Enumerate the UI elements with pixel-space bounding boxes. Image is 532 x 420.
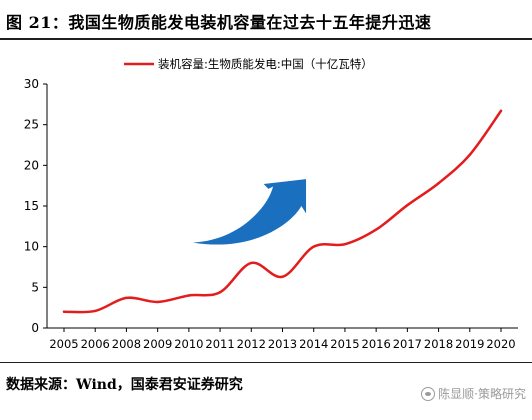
x-tick-label: 2020 bbox=[486, 337, 515, 351]
x-tick-label: 2013 bbox=[268, 337, 297, 351]
x-tick-label: 2019 bbox=[455, 337, 484, 351]
source-note: 数据来源：Wind，国泰君安证券研究 bbox=[6, 377, 243, 393]
x-tick-label: 2011 bbox=[205, 337, 234, 351]
y-tick-label: 5 bbox=[31, 280, 39, 294]
data-point bbox=[406, 203, 409, 207]
y-tick-label: 20 bbox=[24, 158, 39, 172]
data-point bbox=[125, 296, 128, 300]
data-point bbox=[343, 243, 347, 246]
footer-divider bbox=[0, 362, 532, 363]
y-axis: 0 5 10 15 20 25 30 bbox=[24, 77, 48, 335]
y-tick-label: 15 bbox=[24, 199, 39, 213]
figure-title: 图 21：我国生物质能发电装机容量在过去十五年提升迅速 bbox=[6, 13, 432, 32]
data-point bbox=[62, 310, 66, 313]
trend-arrow-icon bbox=[193, 179, 307, 245]
x-tick-label: 2016 bbox=[362, 337, 391, 351]
series-group bbox=[62, 109, 503, 314]
x-tick-label: 2008 bbox=[112, 337, 141, 351]
data-point bbox=[374, 228, 378, 231]
watermark: 陈显顺·策略研究 bbox=[421, 385, 526, 402]
y-tick-label: 10 bbox=[24, 240, 39, 254]
data-point bbox=[499, 109, 503, 113]
data-point bbox=[94, 309, 97, 313]
y-tick-label: 25 bbox=[24, 118, 39, 132]
legend-label: 装机容量:生物质能发电:中国（十亿瓦特） bbox=[158, 57, 373, 71]
watermark-text: 陈显顺·策略研究 bbox=[438, 387, 526, 401]
data-point bbox=[437, 182, 440, 185]
data-point bbox=[156, 300, 159, 304]
title-divider bbox=[0, 38, 532, 40]
x-tick-label: 2005 bbox=[49, 337, 78, 351]
y-tick-label: 0 bbox=[31, 321, 39, 335]
x-tick-label: 2009 bbox=[143, 337, 172, 351]
data-point bbox=[468, 153, 471, 156]
x-tick-label: 2015 bbox=[330, 337, 359, 351]
data-point bbox=[187, 294, 191, 297]
data-point bbox=[312, 245, 315, 248]
x-tick-label: 2010 bbox=[174, 337, 203, 351]
data-point bbox=[218, 291, 222, 294]
x-tick-label: 2006 bbox=[81, 337, 110, 351]
legend: 装机容量:生物质能发电:中国（十亿瓦特） bbox=[124, 57, 373, 71]
x-tick-label: 2014 bbox=[299, 337, 328, 351]
trend-arrow-group bbox=[193, 179, 307, 245]
x-tick-label: 2017 bbox=[393, 337, 422, 351]
x-tick-label: 2018 bbox=[424, 337, 453, 351]
y-tick-label: 30 bbox=[24, 77, 39, 91]
data-point bbox=[281, 275, 284, 278]
data-point bbox=[250, 261, 253, 265]
x-tick-label: 2012 bbox=[237, 337, 266, 351]
wechat-icon bbox=[421, 386, 436, 401]
x-axis: 2005 2006 2008 2009 2010 2011 2012 2013 2014 2015… bbox=[47, 327, 518, 351]
